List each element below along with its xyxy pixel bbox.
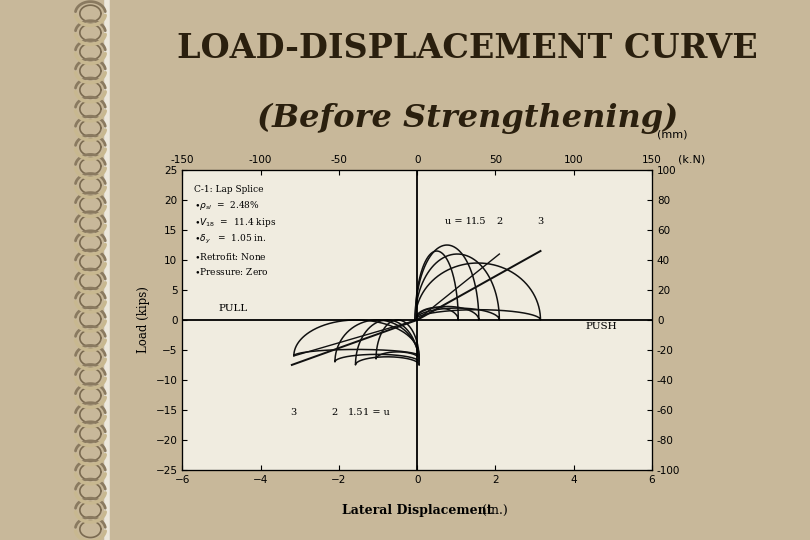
Y-axis label: Load (kips): Load (kips): [137, 287, 150, 353]
Text: 2: 2: [332, 408, 338, 417]
Text: 1.5: 1.5: [347, 408, 363, 417]
Text: 1 = u: 1 = u: [363, 408, 390, 417]
Text: 1.5: 1.5: [471, 217, 487, 226]
Text: LOAD-DISPLACEMENT CURVE: LOAD-DISPLACEMENT CURVE: [177, 32, 758, 65]
Text: 3: 3: [537, 217, 544, 226]
Text: PUSH: PUSH: [586, 322, 617, 331]
Text: 2: 2: [497, 217, 502, 226]
Text: C-1: Lap Splice
$\bullet\rho_{sl}$  =  2.48%
$\bullet V_{18}$  =  11.4 kips
$\bu: C-1: Lap Splice $\bullet\rho_{sl}$ = 2.4…: [194, 185, 276, 278]
Text: PULL: PULL: [219, 304, 248, 313]
Text: (mm): (mm): [657, 129, 687, 139]
Text: (Before Strengthening): (Before Strengthening): [257, 102, 679, 133]
Text: (k.N): (k.N): [678, 154, 706, 164]
Text: (in.): (in.): [326, 504, 508, 517]
Text: Lateral Displacement: Lateral Displacement: [342, 504, 492, 517]
Text: 3: 3: [291, 408, 297, 417]
Text: u = 1: u = 1: [445, 217, 471, 226]
